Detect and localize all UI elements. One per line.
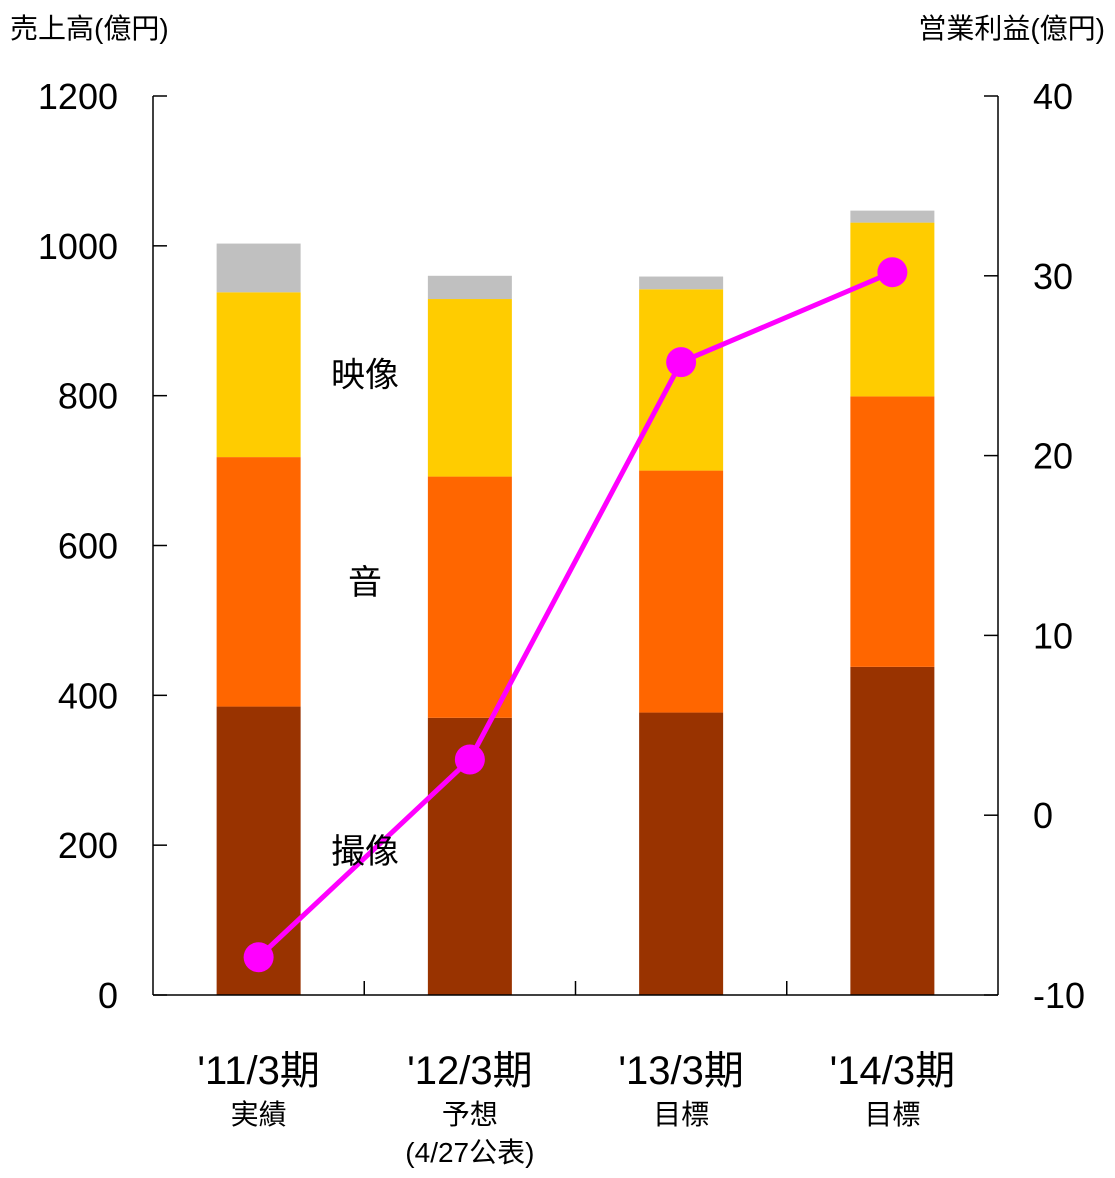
- x-category-sublabel-2-1: 予想: [442, 1099, 498, 1130]
- bar-segment-1-cat-4: [850, 666, 935, 995]
- y-right-tick-label-3: 20: [1033, 436, 1073, 477]
- bar-segment-3-cat-2: [427, 299, 512, 477]
- operating-profit-point-2: [454, 744, 485, 775]
- y-left-tick-label-1: 200: [58, 825, 118, 866]
- bar-segment-2-cat-1: [216, 457, 301, 707]
- bar-segment-2-cat-3: [639, 470, 724, 713]
- bar-segment-3-cat-1: [216, 292, 301, 458]
- bar-segment-1-cat-3: [639, 712, 724, 995]
- x-category-sublabel-2-2: (4/27公表): [405, 1137, 534, 1168]
- y-left-tick-label-6: 1200: [38, 76, 118, 117]
- operating-profit-line-group: [243, 257, 908, 973]
- axes-group: 0 200 400 600 800 1000 1200 -10 0 10 20 30 40: [38, 76, 1085, 1016]
- y-left-tick-label-5: 1000: [38, 226, 118, 267]
- x-category-sublabel-4-1: 目標: [864, 1099, 920, 1130]
- bar-segment-3-cat-4: [850, 222, 935, 397]
- y-right-tick-label-5: 40: [1033, 76, 1073, 117]
- bar-segment-2-cat-4: [850, 396, 935, 667]
- operating-profit-point-1: [243, 942, 274, 973]
- bar-segment-4-cat-1: [216, 243, 301, 293]
- y-left-tick-label-0: 0: [98, 975, 118, 1016]
- y-left-tick-label-3: 600: [58, 526, 118, 567]
- x-category-label-3: '13/3期: [618, 1049, 744, 1093]
- x-category-label-4: '14/3期: [830, 1049, 956, 1093]
- segment-label-1: 撮像: [331, 833, 399, 871]
- y-left-tick-label-2: 400: [58, 675, 118, 716]
- bars-group: [216, 210, 935, 995]
- segment-label-2: 音: [348, 564, 382, 602]
- operating-profit-point-3: [666, 347, 697, 378]
- operating-profit-point-4: [877, 257, 908, 288]
- bar-segment-4-cat-3: [639, 276, 724, 290]
- y-right-tick-label-0: -10: [1033, 975, 1085, 1016]
- y-right-tick-label-2: 10: [1033, 615, 1073, 656]
- bar-segment-3-cat-3: [639, 289, 724, 471]
- operating-profit-line: [256, 269, 894, 960]
- bar-segment-4-cat-4: [850, 210, 935, 223]
- bar-segment-4-cat-2: [427, 275, 512, 300]
- x-category-label-1: '11/3期: [197, 1049, 320, 1093]
- x-category-sublabel-3-1: 目標: [653, 1099, 709, 1130]
- y-left-tick-label-4: 800: [58, 376, 118, 417]
- segment-label-3: 映像: [331, 357, 399, 395]
- y-right-axis-label: 営業利益(億円): [918, 13, 1105, 44]
- x-category-sublabel-1-1: 実績: [231, 1099, 287, 1130]
- y-left-axis-label: 売上高(億円): [10, 13, 169, 44]
- y-right-tick-label-1: 0: [1033, 795, 1053, 836]
- x-category-label-2: '12/3期: [407, 1049, 533, 1093]
- bar-segment-2-cat-2: [427, 476, 512, 718]
- y-right-tick-label-4: 30: [1033, 256, 1073, 297]
